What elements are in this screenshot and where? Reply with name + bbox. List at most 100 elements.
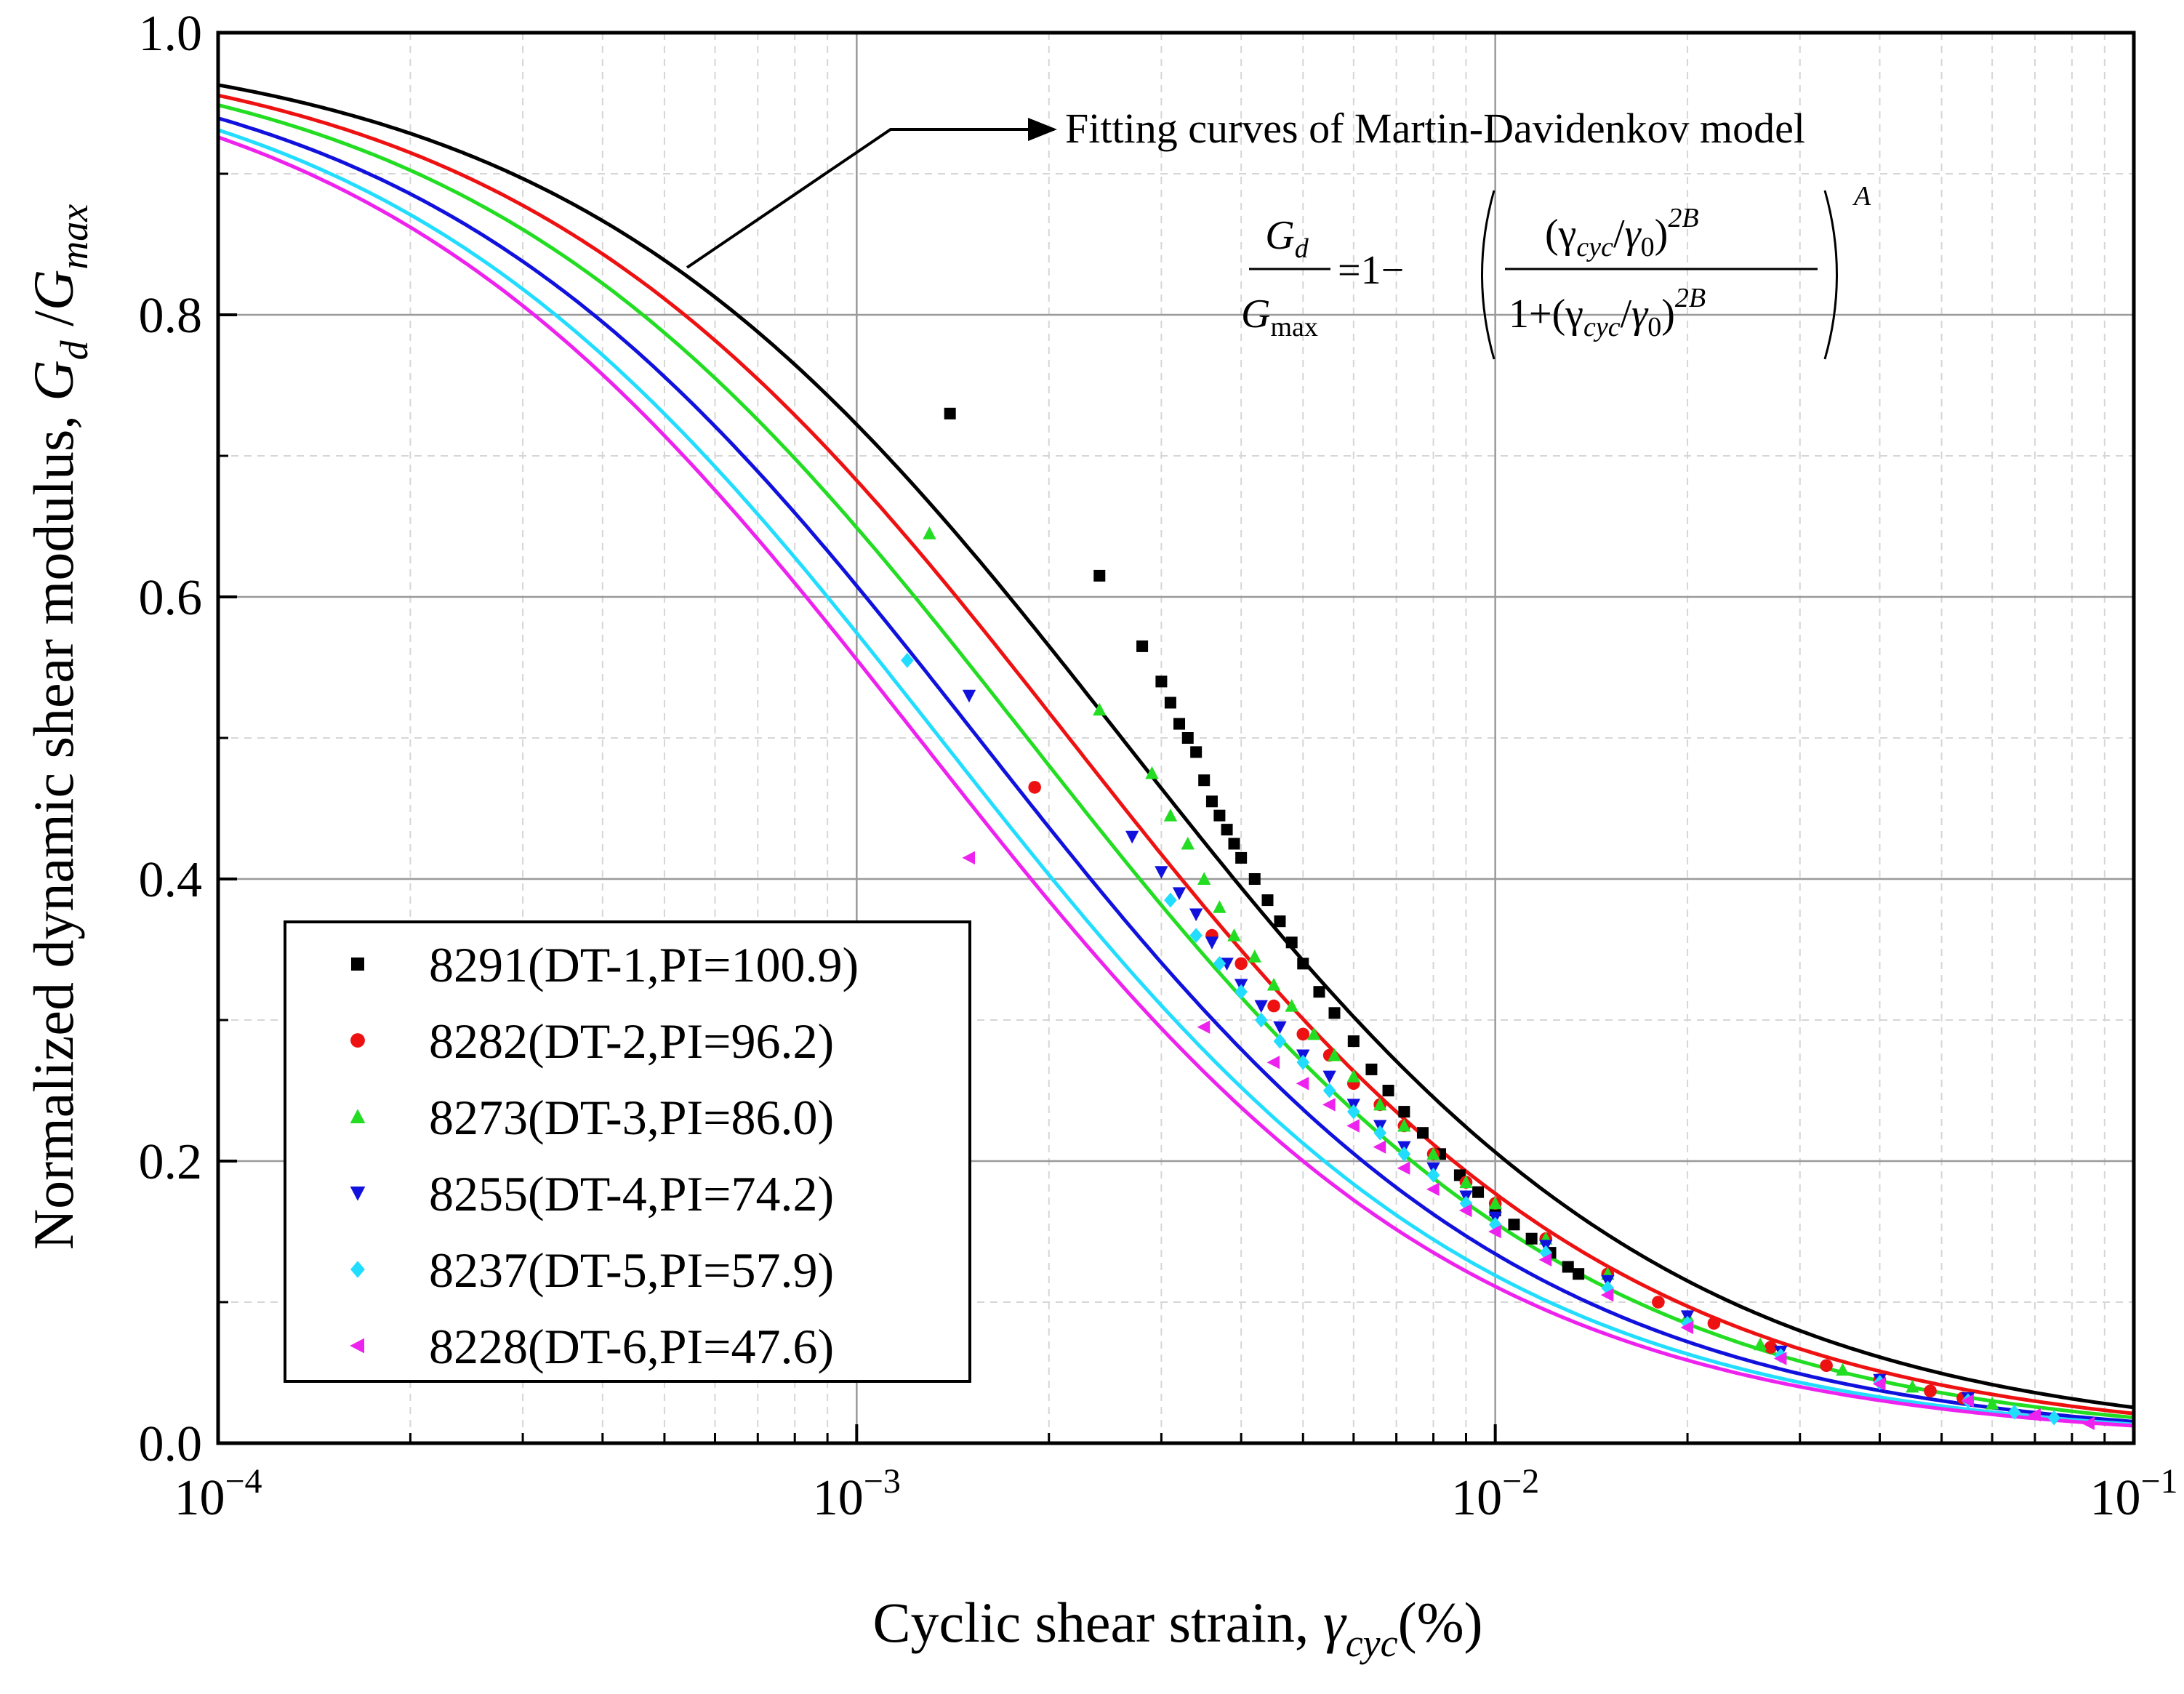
fit-curve [217, 83, 2135, 1410]
legend-label: 8255(DT-4,PI=74.2) [429, 1166, 834, 1221]
data-point [1227, 928, 1241, 942]
data-point [1600, 1288, 1614, 1302]
data-point [1093, 569, 1106, 582]
x-tick-label: 10−2 [1451, 1462, 1539, 1526]
data-point [1234, 957, 1248, 971]
data-point [1221, 824, 1233, 836]
data-point [1398, 1106, 1410, 1118]
legend-label: 8273(DT-3,PI=86.0) [429, 1090, 834, 1145]
y-tick-label: 0.4 [139, 852, 203, 908]
data-point [1028, 781, 1041, 794]
data-point [2081, 1416, 2095, 1431]
data-point [1155, 866, 1168, 879]
data-point [923, 526, 936, 539]
y-tick-label: 0.6 [139, 570, 203, 626]
data-point [1426, 1168, 1440, 1183]
data-point [1508, 1219, 1520, 1231]
data-point [1906, 1379, 1919, 1393]
data-point [1213, 809, 1226, 822]
data-point [944, 407, 956, 420]
data-point [1234, 984, 1248, 1000]
data-point [1189, 928, 1203, 943]
data-point [1924, 1384, 1937, 1398]
data-point [2047, 1410, 2061, 1426]
data-point [1198, 774, 1211, 787]
y-tick-label: 0.0 [139, 1416, 203, 1472]
svg-text:A: A [1852, 181, 1871, 212]
data-point [2007, 1404, 2021, 1420]
data-point [1373, 1125, 1386, 1141]
legend-marker [350, 1338, 364, 1354]
fit-curve [217, 103, 2135, 1420]
svg-text:Gmax: Gmax [1241, 292, 1318, 342]
x-tick-label: 10−3 [813, 1462, 901, 1526]
legend-marker [350, 1187, 366, 1201]
data-point [1347, 1104, 1360, 1120]
data-point [1267, 999, 1280, 1013]
x-tick-label: 10−4 [174, 1462, 262, 1526]
data-point [1173, 718, 1186, 730]
data-point [1205, 936, 1219, 950]
data-point [1155, 675, 1168, 688]
data-point [1093, 702, 1107, 716]
data-point [1416, 1127, 1429, 1139]
annotation-text: Fitting curves of Martin-Davidenkov mode… [1065, 105, 1805, 152]
data-point [1488, 1196, 1502, 1210]
data-point [1181, 732, 1194, 744]
legend-label: 8291(DT-1,PI=100.9) [429, 937, 859, 992]
data-point [1190, 746, 1203, 758]
data-point [1397, 1118, 1411, 1132]
data-point [1261, 894, 1274, 907]
data-point [1836, 1362, 1850, 1376]
data-point [1322, 1098, 1336, 1112]
data-point [1213, 956, 1227, 971]
model-formula: Gd Gmax =1− (γcyc/γ0)2B 1+(γcyc/γ0)2B A [1241, 181, 1871, 360]
data-point [1297, 958, 1309, 970]
data-point [901, 652, 914, 668]
fit-curve [217, 93, 2135, 1416]
data-point [962, 851, 976, 865]
data-point [1426, 1147, 1440, 1160]
data-point [1539, 1245, 1553, 1261]
data-point [1382, 1085, 1394, 1096]
data-point [1322, 1083, 1336, 1099]
data-point [1285, 936, 1298, 949]
data-point [962, 689, 976, 703]
legend: 8291(DT-1,PI=100.9) 8282(DT-2,PI=96.2) 827… [284, 920, 971, 1383]
x-axis-title: Cyclic shear strain, γcyc(%) [872, 1591, 1482, 1665]
legend-label: 8228(DT-6,PI=47.6) [429, 1319, 834, 1374]
data-point [1273, 1033, 1287, 1049]
data-point [1764, 1341, 1778, 1354]
data-point [1172, 887, 1187, 900]
data-point [1213, 900, 1227, 913]
data-point [1538, 1253, 1552, 1267]
data-point [1136, 640, 1149, 652]
x-tick-labels: 10−4 10−3 10−2 10−1 [174, 1462, 2177, 1526]
fit-curves [217, 83, 2135, 1428]
data-point [1274, 915, 1286, 928]
data-points [901, 407, 2095, 1431]
data-point [1773, 1352, 1787, 1365]
fit-curve [217, 128, 2135, 1426]
data-point [1365, 1063, 1378, 1075]
fit-curve [217, 116, 2135, 1424]
data-point [1181, 836, 1195, 850]
data-point [1426, 1182, 1440, 1196]
data-point [1458, 1203, 1472, 1218]
fit-curve [217, 135, 2135, 1428]
x-tick-label: 10−1 [2089, 1462, 2177, 1526]
data-point [1296, 1054, 1310, 1070]
data-point [1373, 1097, 1387, 1111]
y-tick-label: 0.8 [139, 288, 203, 344]
data-point [1472, 1186, 1485, 1198]
data-point [1296, 1027, 1310, 1041]
legend-marker [351, 958, 364, 971]
data-point [1197, 1020, 1211, 1034]
data-point [1525, 1232, 1538, 1245]
data-point [1248, 873, 1261, 885]
data-point [1652, 1296, 1665, 1309]
axis-ticks [217, 31, 2135, 1445]
data-point [1573, 1268, 1585, 1280]
